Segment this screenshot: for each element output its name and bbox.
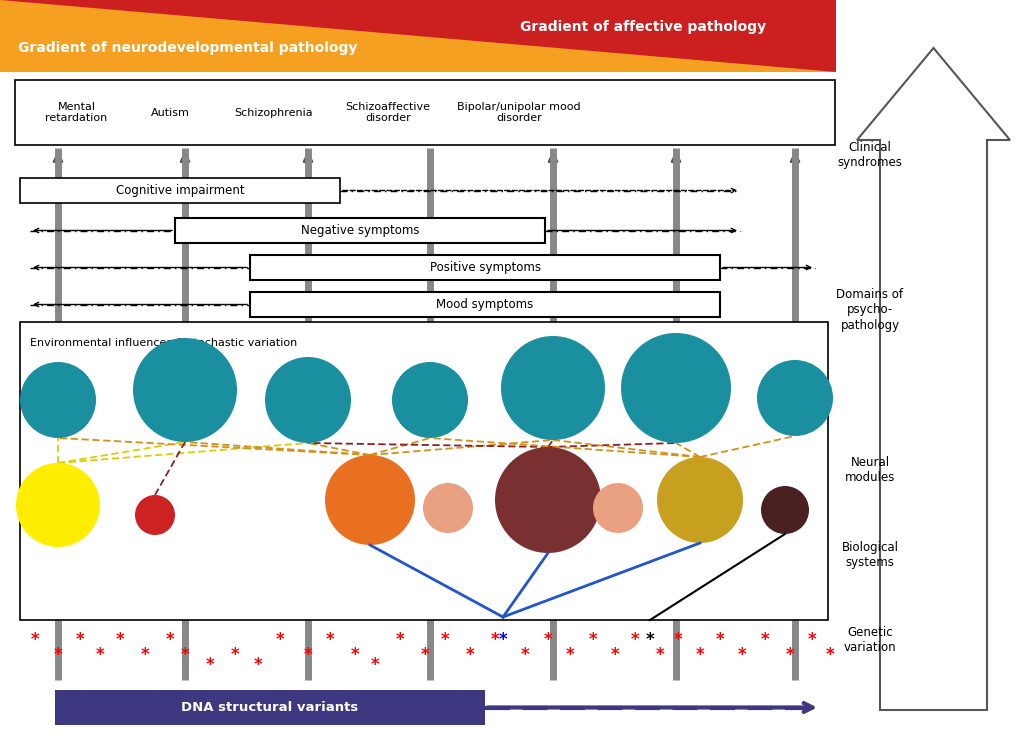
Bar — [55, 690, 485, 725]
Text: *: * — [180, 646, 189, 664]
Circle shape — [325, 455, 415, 545]
Text: Mood symptoms: Mood symptoms — [436, 298, 534, 311]
Text: *: * — [31, 631, 39, 649]
Text: *: * — [116, 631, 124, 649]
Text: *: * — [206, 656, 214, 674]
Polygon shape — [0, 0, 836, 72]
Text: Mental
retardation: Mental retardation — [45, 102, 108, 123]
Polygon shape — [857, 48, 1010, 710]
Text: *: * — [395, 631, 404, 649]
Text: Positive symptoms: Positive symptoms — [429, 261, 541, 274]
Text: *: * — [761, 631, 769, 649]
Polygon shape — [0, 0, 836, 72]
Text: Environmental influences & stochastic variation: Environmental influences & stochastic va… — [30, 338, 297, 348]
Text: *: * — [610, 646, 620, 664]
Text: *: * — [371, 656, 379, 674]
Text: *: * — [350, 646, 359, 664]
Circle shape — [761, 486, 809, 534]
Text: *: * — [646, 631, 654, 649]
Circle shape — [757, 360, 833, 436]
Circle shape — [135, 495, 175, 535]
Text: Gradient of affective pathology: Gradient of affective pathology — [520, 20, 766, 34]
Text: *: * — [275, 631, 285, 649]
Text: Schizophrenia: Schizophrenia — [234, 108, 312, 117]
Text: Negative symptoms: Negative symptoms — [301, 224, 419, 237]
Text: *: * — [565, 646, 574, 664]
Circle shape — [20, 362, 96, 438]
Text: Genetic
variation: Genetic variation — [844, 626, 896, 654]
Text: *: * — [544, 631, 552, 649]
Circle shape — [392, 362, 468, 438]
Circle shape — [265, 357, 351, 443]
Text: Autism: Autism — [152, 108, 190, 117]
Text: DNA structural variants: DNA structural variants — [181, 701, 358, 714]
Circle shape — [501, 336, 605, 440]
Text: *: * — [230, 646, 240, 664]
Text: Cognitive impairment: Cognitive impairment — [116, 184, 245, 197]
Text: *: * — [326, 631, 334, 649]
Text: *: * — [140, 646, 150, 664]
Text: *: * — [53, 646, 62, 664]
Text: *: * — [76, 631, 84, 649]
Text: *: * — [825, 646, 835, 664]
Text: *: * — [737, 646, 746, 664]
Text: *: * — [520, 646, 529, 664]
Text: *: * — [674, 631, 682, 649]
Text: Gradient of neurodevelopmental pathology: Gradient of neurodevelopmental pathology — [18, 41, 357, 55]
Circle shape — [593, 483, 643, 533]
Text: *: * — [421, 646, 429, 664]
Bar — [175, 218, 545, 243]
Circle shape — [621, 333, 731, 443]
Text: *: * — [166, 631, 174, 649]
Circle shape — [495, 447, 601, 553]
Text: *: * — [466, 646, 474, 664]
Text: *: * — [808, 631, 816, 649]
Text: *: * — [631, 631, 639, 649]
Text: *: * — [716, 631, 724, 649]
Circle shape — [423, 483, 473, 533]
Text: *: * — [785, 646, 795, 664]
Text: *: * — [95, 646, 104, 664]
Text: *: * — [695, 646, 705, 664]
Bar — [15, 80, 835, 145]
Text: *: * — [304, 646, 312, 664]
Text: Domains of
psycho-
pathology: Domains of psycho- pathology — [837, 288, 903, 331]
Bar — [250, 255, 720, 280]
Text: *: * — [499, 631, 507, 649]
Text: *: * — [655, 646, 665, 664]
Bar — [20, 322, 828, 620]
Text: *: * — [589, 631, 597, 649]
Text: *: * — [254, 656, 262, 674]
Text: Biological
systems: Biological systems — [842, 541, 898, 569]
Text: Clinical
syndromes: Clinical syndromes — [838, 141, 902, 169]
Bar — [20, 178, 340, 203]
Text: *: * — [490, 631, 500, 649]
Text: Schizoaffective
disorder: Schizoaffective disorder — [346, 102, 431, 123]
Circle shape — [657, 457, 743, 543]
Text: Neural
modules: Neural modules — [845, 456, 895, 484]
Circle shape — [133, 338, 237, 442]
Bar — [250, 292, 720, 317]
Text: *: * — [440, 631, 450, 649]
Text: Bipolar/unipolar mood
disorder: Bipolar/unipolar mood disorder — [458, 102, 581, 123]
Circle shape — [16, 463, 100, 547]
